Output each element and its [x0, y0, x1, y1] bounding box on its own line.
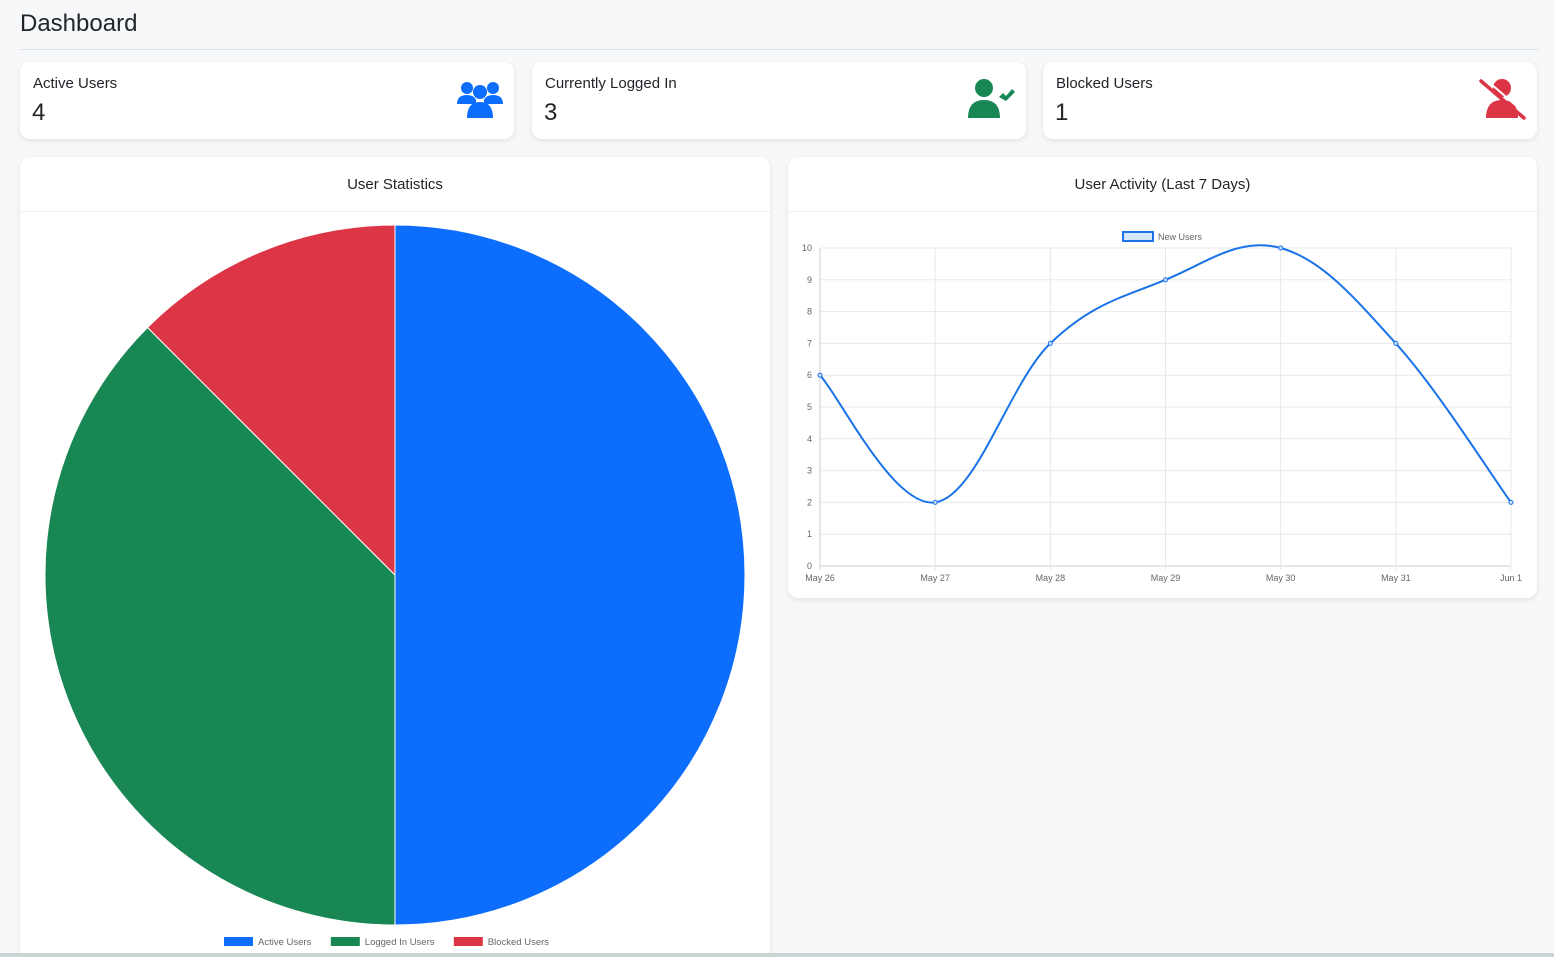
legend-label: Blocked Users [488, 937, 549, 948]
pie-slice [146, 224, 396, 577]
y-tick-label: 7 [807, 338, 812, 348]
y-tick-label: 1 [807, 529, 812, 539]
legend-swatch [330, 937, 360, 946]
legend-label: Active Users [258, 937, 312, 948]
y-tick-label: 10 [802, 243, 812, 253]
user-statistics-pie-chart: Active Users Logged In Users Blocked Users [44, 224, 746, 948]
x-tick-label: May 31 [1381, 573, 1411, 583]
x-tick-label: May 29 [1151, 573, 1181, 583]
pie-slice [394, 224, 746, 926]
legend-swatch [1122, 231, 1154, 242]
data-point [1393, 340, 1399, 346]
page-bottom-edge [0, 953, 1554, 957]
stat-label: Currently Logged In [545, 75, 677, 92]
x-tick-label: May 28 [1036, 573, 1066, 583]
title-divider [20, 49, 1538, 50]
stat-value: 3 [544, 99, 558, 126]
user-activity-panel: User Activity (Last 7 Days) 0 1 2 3 4 5 6 7 8 9 10… [788, 157, 1537, 598]
legend-swatch [453, 937, 483, 946]
y-tick-label: 9 [807, 275, 812, 285]
stat-value: 1 [1055, 99, 1069, 126]
user-activity-line-chart: 0 1 2 3 4 5 6 7 8 9 10 May 26 May 27 May 28 May 29 May … [802, 231, 1522, 583]
y-tick-label: 8 [807, 307, 812, 317]
y-tick-label: 2 [807, 497, 812, 507]
stat-label: Active Users [33, 75, 118, 92]
legend-label: Logged In Users [365, 937, 435, 948]
y-tick-label: 0 [807, 561, 812, 571]
y-tick-label: 5 [807, 402, 812, 412]
data-point [1278, 245, 1284, 251]
stat-card-blocked-users: Blocked Users 1 [1043, 62, 1537, 139]
pie-slice [44, 326, 396, 926]
x-tick-label: May 27 [920, 573, 950, 583]
stat-label: Blocked Users [1056, 75, 1153, 92]
stat-card-active-users: Active Users 4 [20, 62, 514, 139]
panel-title: User Statistics [20, 157, 770, 212]
data-point [1163, 277, 1168, 283]
y-tick-label: 4 [807, 434, 812, 444]
users-group-icon [457, 82, 503, 118]
data-point [817, 372, 823, 378]
legend-swatch [224, 937, 253, 946]
stat-value: 4 [32, 99, 46, 126]
y-tick-label: 3 [807, 466, 812, 476]
data-point [1047, 340, 1053, 346]
x-tick-label: May 30 [1266, 573, 1296, 583]
x-tick-label: May 26 [805, 573, 835, 583]
data-point [932, 499, 938, 505]
page-title: Dashboard [20, 10, 138, 37]
user-statistics-panel: User Statistics Active Users Logged In Us… [20, 157, 770, 957]
user-check-icon [968, 79, 1015, 118]
data-point [1508, 499, 1514, 505]
x-tick-label: Jun 1 [1500, 573, 1522, 583]
user-slash-icon [1479, 78, 1527, 120]
legend-label: New Users [1158, 232, 1203, 242]
y-tick-label: 6 [807, 370, 812, 380]
panel-title: User Activity (Last 7 Days) [788, 157, 1537, 212]
stat-card-logged-in: Currently Logged In 3 [532, 62, 1026, 139]
